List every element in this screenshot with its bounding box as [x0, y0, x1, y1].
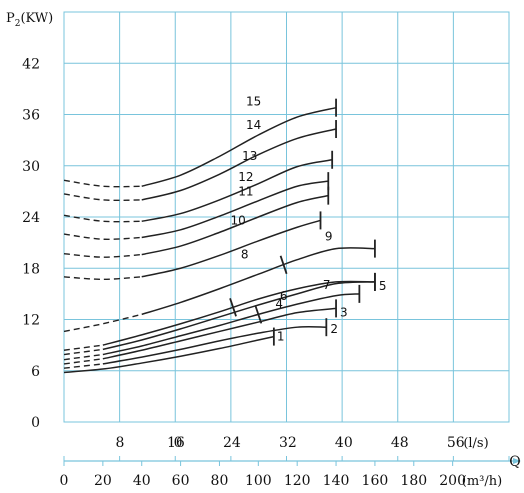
curve-6 [102, 280, 375, 346]
x-tick-label-ls: 8 [116, 435, 125, 451]
curve-label-2: 2 [330, 322, 338, 336]
curve-label-3: 3 [340, 305, 348, 319]
curve-12 [141, 180, 329, 239]
curve-11 [141, 194, 329, 256]
curve-label-10: 10 [231, 213, 246, 227]
curve-4 [102, 293, 360, 356]
curve-label-6: 6 [280, 289, 288, 303]
x-tick-label-ls: 56 [447, 435, 465, 451]
curve-label-12: 12 [238, 170, 253, 184]
x-tick-label-m3h: 20 [94, 473, 112, 489]
curve-label-5: 5 [379, 279, 387, 293]
curve-label-13: 13 [242, 149, 257, 163]
y-tick-label: 36 [22, 108, 40, 124]
plot-frame [63, 11, 510, 423]
curve-dashed-10 [63, 276, 142, 281]
curve-dashed-2 [63, 363, 103, 369]
curve-label-8: 8 [241, 248, 249, 262]
mark-6 [229, 298, 237, 317]
x-tick-label-ls: 40 [335, 435, 353, 451]
x-tick-label-ls: 32 [279, 435, 297, 451]
curve-dashed-11 [63, 253, 142, 258]
curve-dashed-5 [63, 348, 103, 356]
curve-dashed-13 [63, 214, 142, 223]
curve-13 [141, 159, 333, 223]
curve-label-15: 15 [246, 95, 261, 109]
curve-dashed-8 [63, 313, 142, 333]
curve-label-1: 1 [277, 330, 285, 344]
curve-label-7: 7 [323, 278, 331, 292]
curve-15 [141, 106, 337, 187]
curve-3 [102, 307, 337, 360]
curve-1 [63, 335, 275, 374]
y-axis-title: P2(KW) [6, 11, 53, 29]
y-tick-label: 24 [22, 210, 40, 226]
y-tick-label: 30 [22, 159, 40, 175]
x-tick-label-m3h: 200 [439, 473, 466, 489]
x-axis-title: Q [509, 454, 520, 470]
y-tick-label: 0 [31, 415, 40, 431]
y-tick-label: 42 [22, 56, 40, 72]
x-tick-label-ls: 16 [167, 435, 185, 451]
x-tick-label-m3h: 60 [172, 473, 190, 489]
x-tick-label-m3h: 0 [60, 473, 69, 489]
grid [63, 11, 510, 423]
x-tick-label-m3h: 120 [284, 473, 311, 489]
curve-14 [141, 128, 337, 201]
x-unit-ls: (l/s) [463, 436, 488, 451]
curves [63, 98, 376, 374]
x-tick-label-m3h: 140 [323, 473, 350, 489]
curve-2 [102, 325, 327, 365]
y-tick-label: 18 [22, 261, 40, 277]
x-tick-label-m3h: 180 [400, 473, 427, 489]
x-tick-label-m3h: 40 [133, 473, 151, 489]
curve-label-11: 11 [238, 185, 253, 199]
curve-dashed-12 [63, 233, 142, 241]
x-tick-label-m3h: 160 [362, 473, 389, 489]
y-tick-label: 6 [31, 364, 40, 380]
x-tick-label-ls: 0 [174, 435, 183, 451]
curve-5 [102, 281, 375, 351]
mark-8 [279, 255, 288, 275]
x-tick-label-m3h: 100 [245, 473, 272, 489]
curve-dashed-15 [63, 179, 142, 188]
curve-label-9: 9 [325, 230, 333, 244]
curve-dashed-3 [63, 358, 103, 365]
curve-10 [141, 219, 321, 278]
y-tick-label: 12 [22, 313, 40, 329]
curve-dashed-4 [63, 353, 103, 361]
mark-4 [254, 305, 263, 324]
x-tick-label-ls: 48 [391, 435, 409, 451]
x-tick-label-ls: 24 [223, 435, 241, 451]
curve-label-4: 4 [275, 297, 283, 311]
curve-8 [141, 247, 375, 316]
curve-dashed-14 [63, 193, 142, 202]
q-axis-arrow [513, 458, 521, 464]
curve-label-14: 14 [246, 118, 261, 132]
x-unit-m3h: (m³/h) [462, 474, 502, 489]
plot-border [63, 11, 510, 423]
curve-dashed-6 [63, 344, 103, 351]
x-tick-label-m3h: 80 [211, 473, 229, 489]
